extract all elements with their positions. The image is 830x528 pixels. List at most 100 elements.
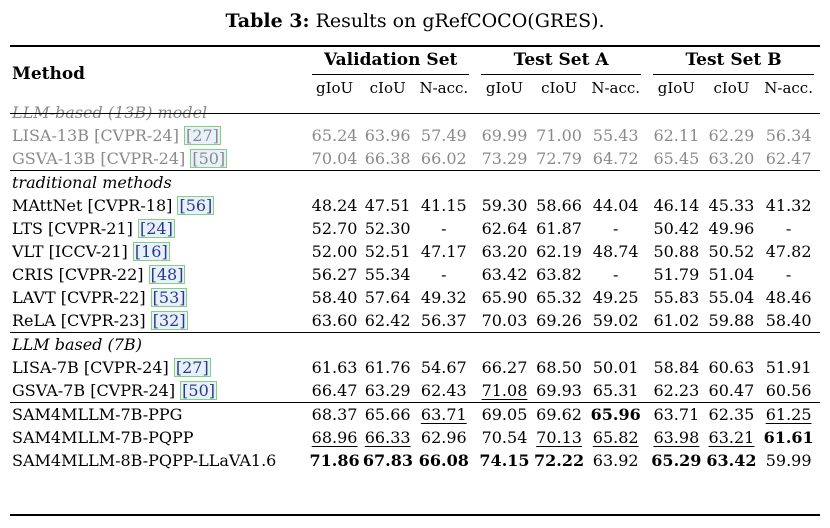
metric-value-text: 60.63 bbox=[708, 358, 755, 377]
metric-value-text: 58.66 bbox=[536, 196, 582, 215]
citation-link[interactable]: [27] bbox=[184, 126, 221, 145]
metric-value: 63.92 bbox=[584, 449, 647, 472]
caption-text: Results on gRefCOCO(GRES). bbox=[309, 10, 605, 32]
method-label: CRIS [CVPR-22] bbox=[12, 265, 149, 284]
metric-value-text: 48.74 bbox=[592, 242, 639, 261]
metric-value-text: 66.47 bbox=[311, 381, 358, 400]
metric-value: 51.79 bbox=[647, 263, 706, 286]
table-caption: Table 3: Results on gRefCOCO(GRES). bbox=[0, 10, 830, 32]
metric-value: 68.50 bbox=[534, 356, 585, 379]
metric-value-text: 70.04 bbox=[311, 149, 358, 168]
metric-value: 47.17 bbox=[412, 240, 475, 263]
metric-value: 69.99 bbox=[475, 124, 534, 147]
table-row: GSVA-13B [CVPR-24] [50] 70.04 66.38 66.02 73… bbox=[10, 147, 820, 171]
metric-value: 63.42 bbox=[706, 449, 758, 472]
metric-value: 47.51 bbox=[363, 194, 413, 217]
citation-link[interactable]: [16] bbox=[132, 242, 170, 261]
metric-value-text: 61.76 bbox=[364, 358, 411, 377]
metric-value: 49.32 bbox=[412, 286, 475, 309]
metric-value-text: 55.04 bbox=[708, 288, 755, 307]
method-label: LISA-7B [CVPR-24] bbox=[12, 358, 174, 377]
metric-value-text: 46.14 bbox=[653, 196, 700, 215]
metric-value-text: 60.47 bbox=[708, 381, 755, 400]
metric-value: 65.96 bbox=[584, 402, 648, 426]
metric-value-text: 58.40 bbox=[311, 288, 358, 307]
citation-link[interactable]: [24] bbox=[137, 219, 175, 238]
metric-value: 66.02 bbox=[412, 147, 475, 171]
method-label: VLT [ICCV-21] bbox=[12, 242, 133, 261]
table-row: ReLA [CVPR-23] [32] 63.60 62.42 56.37 70.03 6… bbox=[10, 309, 820, 333]
metric-value-text: 41.15 bbox=[420, 196, 467, 215]
citation-link[interactable]: [27] bbox=[173, 358, 211, 377]
metric-header: N-acc. bbox=[419, 78, 469, 97]
metric-value-text: 63.71 bbox=[420, 405, 467, 424]
metric-value-text: - bbox=[612, 265, 619, 284]
metric-value: 63.20 bbox=[706, 147, 758, 171]
metric-value-text: 41.32 bbox=[765, 196, 812, 215]
method-header: Method bbox=[12, 64, 86, 84]
metric-value: 63.96 bbox=[363, 124, 413, 147]
group-label: LLM-based (13B) model bbox=[12, 103, 208, 122]
metric-value: 52.30 bbox=[363, 217, 413, 240]
header-row-metrics: gIoU cIoU N-acc. gIoU cIoU N-acc. gIoU c… bbox=[10, 75, 820, 101]
method-label: MAttNet [CVPR-18] bbox=[12, 196, 178, 215]
method-name: ReLA [CVPR-23] [32] bbox=[10, 309, 306, 333]
metric-value-text: 65.29 bbox=[651, 451, 702, 470]
metric-value: 70.54 bbox=[475, 426, 534, 449]
metric-value: 62.23 bbox=[647, 379, 706, 403]
metric-value: - bbox=[412, 217, 475, 240]
method-label: SAM4MLLM-8B-PQPP-LLaVA1.6 bbox=[12, 451, 277, 470]
metric-value: 52.00 bbox=[306, 240, 363, 263]
metric-value: 61.02 bbox=[647, 309, 706, 333]
metric-header: gIoU bbox=[315, 78, 354, 97]
metric-value-text: 62.42 bbox=[364, 311, 411, 330]
metric-value: 74.15 bbox=[475, 449, 534, 472]
table-row: SAM4MLLM-8B-PQPP-LLaVA1.6 71.86 67.83 66.08… bbox=[10, 449, 820, 472]
metric-value-text: 52.70 bbox=[311, 219, 358, 238]
group-header-validation: Validation Set bbox=[306, 48, 475, 75]
metric-value-text: 66.33 bbox=[364, 428, 411, 447]
results-table: Method Validation Set Test Set A Test Se… bbox=[10, 48, 820, 472]
metric-value-text: 47.17 bbox=[420, 242, 467, 261]
metric-value: 48.24 bbox=[306, 194, 363, 217]
metric-value: 62.11 bbox=[647, 124, 706, 147]
metric-value: 50.42 bbox=[647, 217, 706, 240]
metric-value: 61.25 bbox=[757, 402, 820, 426]
metric-value: 48.74 bbox=[584, 240, 647, 263]
metric-value-text: 58.84 bbox=[653, 358, 700, 377]
metric-value: 55.83 bbox=[647, 286, 706, 309]
metric-value-text: 59.30 bbox=[481, 196, 528, 215]
metric-value-text: 65.31 bbox=[592, 381, 639, 400]
citation-link[interactable]: [56] bbox=[177, 196, 215, 215]
metric-value: 62.96 bbox=[412, 426, 475, 449]
table-row: GSVA-7B [CVPR-24] [50] 66.47 63.29 62.43 71.… bbox=[10, 379, 820, 403]
citation-link[interactable]: [50] bbox=[180, 381, 217, 400]
metric-value-text: 69.26 bbox=[536, 311, 582, 330]
metric-value-text: 66.27 bbox=[481, 358, 528, 377]
citation-link[interactable]: [32] bbox=[150, 311, 188, 330]
metric-value-text: 59.99 bbox=[765, 451, 812, 470]
metric-header: gIoU bbox=[657, 78, 695, 97]
citation-link[interactable]: [50] bbox=[190, 149, 228, 168]
metric-value: 63.42 bbox=[475, 263, 534, 286]
metric-value-text: 58.40 bbox=[765, 311, 812, 330]
method-name: SAM4MLLM-8B-PQPP-LLaVA1.6 bbox=[10, 449, 306, 472]
metric-value: 60.56 bbox=[757, 379, 820, 403]
metric-value: 55.43 bbox=[584, 124, 647, 147]
metric-value-text: 52.00 bbox=[311, 242, 358, 261]
metric-value: 59.02 bbox=[584, 309, 647, 333]
metric-value-text: - bbox=[785, 219, 792, 238]
metric-value-text: 49.32 bbox=[420, 288, 467, 307]
metric-value-text: 63.98 bbox=[653, 428, 700, 447]
metric-value: 59.88 bbox=[706, 309, 758, 333]
metric-value: 63.29 bbox=[363, 379, 413, 403]
caption-label: Table 3: bbox=[225, 10, 310, 32]
metric-value: 61.87 bbox=[534, 217, 585, 240]
metric-value: 72.79 bbox=[534, 147, 585, 171]
citation-link[interactable]: [48] bbox=[148, 265, 186, 284]
metric-value-text: 70.03 bbox=[481, 311, 528, 330]
metric-value: 63.71 bbox=[412, 402, 476, 426]
citation-link[interactable]: [53] bbox=[150, 288, 188, 307]
metric-value-text: 66.08 bbox=[418, 451, 469, 470]
metric-value: 71.86 bbox=[306, 449, 363, 472]
